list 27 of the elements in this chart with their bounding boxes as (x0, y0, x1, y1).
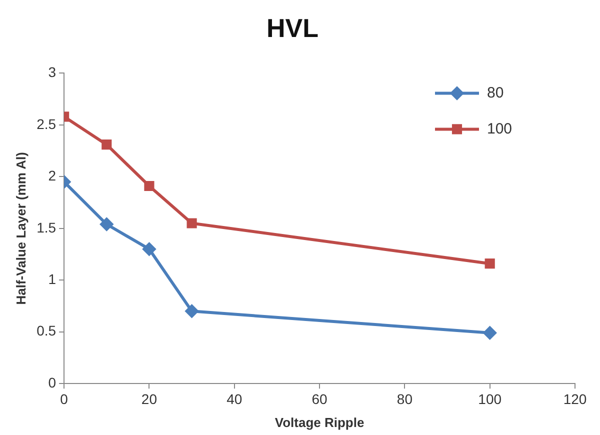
x-tick-label: 120 (563, 390, 587, 407)
y-tick-label: 2 (48, 168, 56, 184)
x-tick-label: 0 (60, 390, 68, 407)
point (484, 258, 495, 269)
point (185, 304, 198, 318)
y-tick-label: 2.5 (36, 116, 56, 132)
y-tick-label: 1.5 (36, 219, 56, 236)
y-tick-label: 3 (48, 64, 56, 80)
legend-label: 100 (487, 120, 512, 138)
x-axis-title: Voltage Ripple (274, 414, 364, 430)
chart-title: HVL (266, 12, 319, 43)
x-tick-label: 100 (478, 390, 502, 407)
y-axis-title: Half-Value Layer (mm Al) (13, 152, 28, 305)
point (102, 140, 112, 150)
point (100, 218, 114, 231)
point (144, 180, 154, 192)
x-tick-label: 60 (312, 390, 328, 407)
point (186, 218, 197, 228)
x-tick-label: 40 (226, 390, 242, 407)
x-tick-label: 80 (396, 390, 413, 407)
y-tick-label: 1 (48, 270, 56, 287)
x-tick-label: 20 (141, 390, 158, 407)
point (483, 326, 496, 340)
point (142, 242, 156, 256)
y-tick-label: 0 (48, 374, 56, 390)
legend-label: 80 (487, 84, 504, 102)
y-tick-label: 0.5 (36, 322, 56, 339)
